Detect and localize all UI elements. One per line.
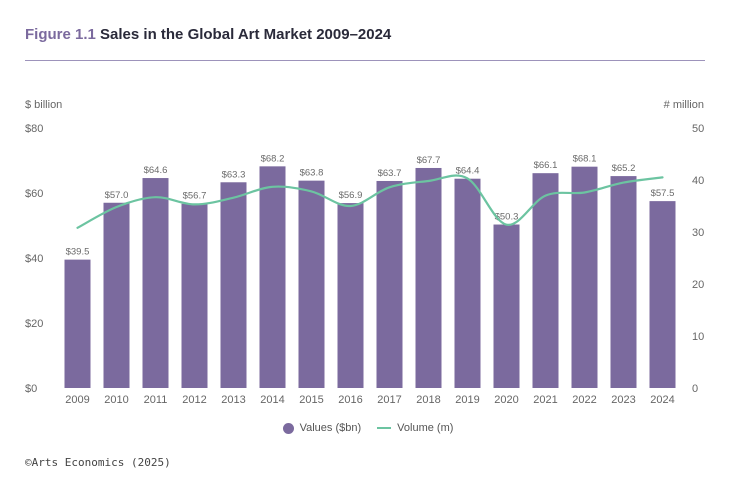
right-axis: 0 10 20 30 40 50 (692, 123, 704, 395)
figure-label: Figure 1.1 (25, 26, 96, 43)
left-tick-label: $20 (25, 318, 43, 330)
x-tick-label: 2020 (494, 394, 518, 406)
legend-circle-icon (282, 422, 294, 434)
bar-value-label: $63.8 (300, 168, 324, 179)
bar-value-label: $64.6 (144, 165, 168, 176)
bar-series (64, 166, 676, 388)
x-tick-label: 2018 (416, 394, 440, 406)
legend-item-volume[interactable]: Volume (m) (377, 422, 453, 434)
x-tick-label: 2024 (650, 394, 674, 406)
bar-value-label: $63.7 (378, 168, 402, 179)
left-tick-label: $40 (25, 253, 43, 265)
left-axis: $0 $20 $40 $60 $80 (25, 123, 43, 395)
bar-2024 (649, 201, 676, 388)
bar-value-label: $68.2 (261, 153, 285, 164)
bar-2014 (259, 166, 286, 388)
left-axis-label: $ billion (25, 99, 62, 111)
left-tick-label: $80 (25, 123, 43, 135)
x-tick-label: 2009 (65, 394, 89, 406)
chart-title: Figure 1.1 Sales in the Global Art Marke… (25, 26, 391, 43)
bar-value-labels: $39.5 $57.0 $64.6 $56.7 $63.3 $68.2 $63.8 $56.9… (66, 153, 675, 257)
volume-line (76, 174, 664, 229)
bar-value-label: $64.4 (456, 166, 480, 177)
bar-value-label: $56.7 (183, 191, 207, 202)
bar-2015 (298, 180, 325, 388)
right-tick-label: 40 (692, 175, 704, 187)
bar-2010 (103, 202, 130, 388)
right-tick-label: 0 (692, 383, 698, 395)
bar-value-label: $56.9 (339, 190, 363, 201)
bar-value-label: $67.7 (417, 155, 441, 166)
right-tick-label: 30 (692, 227, 704, 239)
bar-2013 (220, 182, 247, 388)
x-tick-label: 2015 (299, 394, 323, 406)
bar-2017 (376, 180, 403, 388)
chart-title-text: Sales in the Global Art Market 2009–2024 (100, 26, 392, 43)
bar-value-label: $68.1 (573, 154, 597, 165)
bar-2023 (610, 176, 637, 388)
legend: Values ($bn) Volume (m) (0, 422, 736, 434)
bar-2019 (454, 178, 481, 388)
x-tick-label: 2013 (221, 394, 245, 406)
bar-2018 (415, 167, 442, 388)
x-tick-label: 2012 (182, 394, 206, 406)
bar-value-label: $39.5 (66, 247, 90, 258)
x-tick-label: 2014 (260, 394, 284, 406)
bar-2012 (181, 203, 208, 388)
bar-2009 (64, 259, 91, 388)
right-tick-label: 10 (692, 331, 704, 343)
legend-label-values: Values ($bn) (299, 422, 362, 434)
legend-item-values[interactable]: Values ($bn) (282, 422, 362, 434)
bar-2021 (532, 173, 559, 388)
x-tick-label: 2023 (611, 394, 635, 406)
bar-2016 (337, 203, 364, 388)
right-axis-label: # million (664, 99, 704, 111)
legend-label-volume: Volume (m) (397, 422, 454, 434)
x-tick-label: 2021 (533, 394, 557, 406)
bar-2011 (142, 178, 169, 388)
bar-value-label: $66.1 (534, 160, 558, 171)
x-axis: 2009 2010 2011 2012 2013 2014 2015 2016 2017 2018… (65, 394, 674, 406)
bar-value-label: $50.3 (495, 212, 519, 223)
bar-value-label: $57.0 (105, 190, 129, 201)
left-tick-label: $60 (25, 188, 43, 200)
bar-value-label: $63.3 (222, 169, 246, 180)
legend-line-icon (377, 427, 392, 429)
right-tick-label: 20 (692, 279, 704, 291)
x-tick-label: 2019 (455, 394, 479, 406)
x-tick-label: 2011 (144, 394, 168, 406)
right-tick-label: 50 (692, 123, 704, 135)
x-tick-label: 2022 (572, 394, 596, 406)
bar-value-label: $65.2 (612, 163, 636, 174)
left-tick-label: $0 (25, 383, 37, 395)
x-tick-label: 2010 (104, 394, 128, 406)
title-divider (25, 60, 705, 61)
bar-2022 (571, 166, 598, 388)
x-tick-label: 2017 (377, 394, 401, 406)
source-credit: ©Arts Economics (2025) (25, 456, 171, 469)
bar-2020 (493, 224, 520, 388)
x-tick-label: 2016 (338, 394, 362, 406)
bar-value-label: $57.5 (651, 188, 675, 199)
